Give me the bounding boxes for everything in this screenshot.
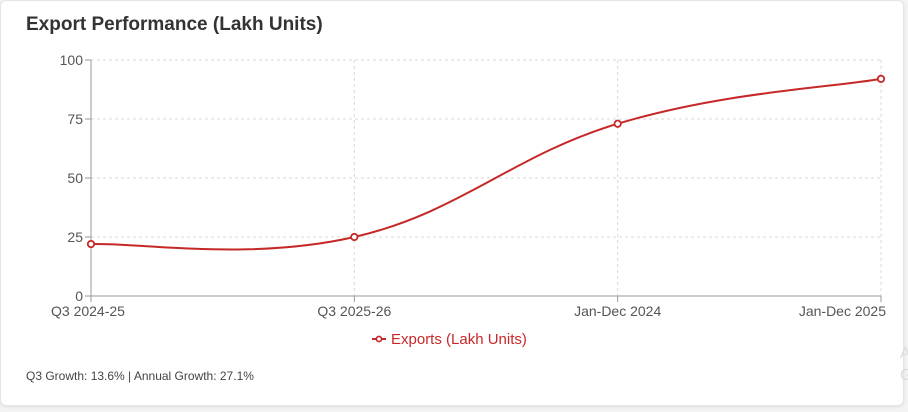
legend-marker: [375, 335, 383, 343]
chart-title: Export Performance (Lakh Units): [26, 14, 323, 35]
y-tick-label: 100: [60, 52, 84, 68]
y-tick-label: 75: [67, 111, 83, 127]
clipped-letter-1: A: [900, 345, 908, 362]
series-line: [90, 77, 882, 251]
x-tick-label: Q3 2024-25: [51, 303, 125, 319]
clipped-letter-2: G: [900, 367, 908, 384]
growth-summary: Q3 Growth: 13.6% | Annual Growth: 27.1%: [26, 369, 254, 383]
y-tick-label: 25: [67, 229, 83, 245]
legend[interactable]: Exports (Lakh Units): [372, 331, 527, 348]
axis-layer: 0 25 50 75 100 Q3 2024-25 Q3 2025-26 Jan-Dec 20…: [51, 52, 886, 319]
x-tick-label: Jan-Dec 2025: [799, 303, 886, 319]
x-tick-label: Jan-Dec 2024: [574, 303, 661, 319]
grid-layer: [91, 59, 882, 296]
data-point: [86, 239, 96, 249]
y-tick-label: 0: [75, 288, 83, 304]
x-tick-label: Q3 2025-26: [317, 303, 391, 319]
data-point: [876, 74, 886, 83]
data-point: [350, 232, 359, 242]
y-tick-label: 50: [67, 170, 83, 186]
clipped-edge-text: A G: [900, 343, 908, 387]
data-point: [613, 119, 622, 128]
legend-label: Exports (Lakh Units): [391, 331, 527, 348]
line-chart: 0 25 50 75 100 Q3 2024-25 Q3 2025-26 Jan-Dec 20…: [51, 52, 886, 348]
series-layer: [86, 74, 886, 251]
